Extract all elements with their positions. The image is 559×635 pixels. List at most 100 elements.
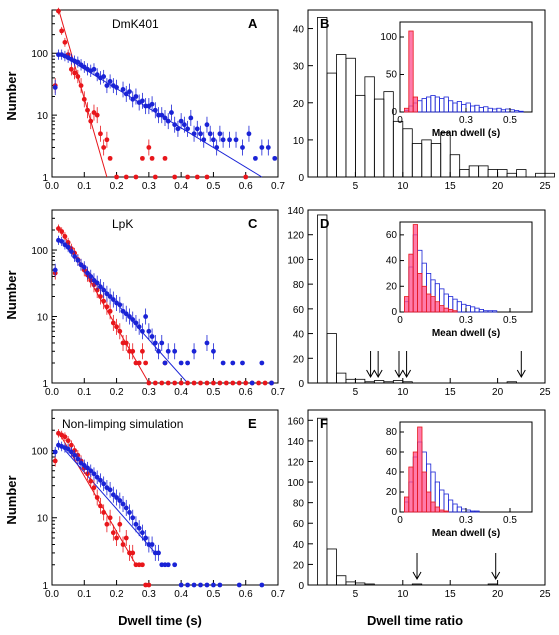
data-point-blue: [136, 324, 142, 330]
ytick-label: 10: [37, 514, 49, 525]
ytick-label: 40: [293, 540, 305, 551]
data-point-red: [107, 308, 113, 314]
xtick-label: 5: [353, 181, 359, 192]
ytick-label: 1: [42, 173, 48, 184]
data-point-blue: [72, 452, 77, 458]
data-point-blue: [130, 317, 136, 322]
xtick-label: 0.4: [174, 181, 188, 192]
histogram-bar: [336, 372, 347, 384]
histogram-bar: [317, 417, 328, 586]
inset-ytick-label: 20: [386, 487, 398, 498]
arrow-head: [516, 369, 526, 379]
data-point-red: [52, 458, 58, 464]
data-point-red: [62, 39, 68, 45]
data-point-blue: [146, 328, 152, 334]
data-point-blue: [62, 242, 68, 248]
inset-xtick-label: 0: [397, 515, 403, 526]
panel-title: LpK: [112, 217, 133, 231]
inset-xlabel: Mean dwell (s): [432, 528, 500, 539]
data-point-blue: [165, 348, 171, 354]
data-point-blue: [120, 308, 126, 314]
data-point-blue: [114, 495, 119, 500]
xtick-label: 0.4: [174, 387, 188, 398]
data-point-blue: [249, 380, 255, 386]
data-point-red: [110, 530, 116, 536]
inset-bar-red: [408, 253, 414, 313]
data-point-blue: [178, 360, 184, 366]
arrow-head: [373, 369, 383, 379]
data-point-blue: [114, 85, 119, 90]
data-point-blue: [185, 582, 191, 588]
data-point-blue: [130, 96, 136, 102]
data-point-blue: [230, 360, 236, 366]
ytick-label: 140: [287, 206, 304, 217]
histogram-bar: [326, 548, 337, 586]
data-point-blue: [140, 98, 145, 104]
ylabel-C: Number: [4, 270, 19, 319]
data-point-blue: [198, 582, 203, 588]
xtick-label: 15: [445, 589, 457, 600]
arrow-head: [394, 369, 404, 379]
data-point-blue: [107, 487, 113, 493]
ytick-label: 120: [287, 231, 304, 242]
data-point-blue: [178, 118, 184, 124]
inset-ytick-label: 0: [391, 307, 397, 318]
inset-bar-red: [417, 273, 423, 313]
data-point-red: [123, 174, 129, 180]
data-point-red: [88, 118, 94, 124]
data-point-blue: [85, 270, 90, 276]
inset-bar-red: [408, 30, 414, 113]
data-point-red: [62, 234, 68, 239]
data-point-blue: [91, 471, 97, 477]
inset-xtick-label: 0.5: [503, 315, 517, 326]
inset-bar-red: [447, 309, 454, 313]
data-point-blue: [91, 277, 97, 283]
panel-letter: A: [248, 16, 258, 31]
axes-frame-C: [51, 209, 279, 384]
inset-bar-red: [412, 224, 419, 313]
data-point-red: [136, 360, 142, 366]
xtick-label: 25: [539, 181, 551, 192]
xtick-label: 0.4: [174, 589, 188, 600]
data-point-blue: [110, 297, 116, 302]
data-point-blue: [143, 314, 149, 319]
xtick-label: 0.1: [77, 589, 91, 600]
ytick-label: 100: [287, 255, 304, 266]
inset-bar-red: [439, 509, 445, 513]
data-point-blue: [165, 562, 171, 568]
data-point-blue: [211, 137, 216, 143]
data-point-blue: [107, 294, 113, 299]
data-point-blue: [152, 340, 158, 346]
data-point-blue: [172, 348, 178, 354]
xtick-label: 15: [445, 181, 457, 192]
data-point-red: [130, 348, 136, 354]
inset-ytick-label: 100: [380, 32, 397, 43]
panel-title: Non-limping simulation: [62, 417, 183, 431]
data-point-red: [143, 360, 149, 366]
inset-bar-red: [421, 471, 427, 513]
ytick-label: 80: [293, 280, 305, 291]
data-point-blue: [175, 126, 181, 132]
data-point-blue: [188, 115, 194, 121]
inset-bar-red: [421, 285, 427, 313]
data-point-red: [230, 380, 236, 386]
xtick-label: 25: [539, 589, 551, 600]
data-point-red: [75, 74, 81, 79]
ytick-label: 30: [293, 62, 305, 73]
ytick-label: 20: [293, 560, 305, 571]
data-point-blue: [259, 360, 265, 366]
data-point-blue: [127, 510, 132, 515]
data-point-red: [146, 380, 152, 386]
inset-bar-red: [417, 426, 423, 513]
inset-bar-red: [430, 501, 436, 513]
data-point-red: [256, 380, 262, 386]
ytick-label: 0: [298, 173, 304, 184]
data-point-blue: [81, 264, 87, 270]
inset-ytick-label: 40: [386, 467, 398, 478]
data-point-blue: [110, 492, 116, 498]
data-point-blue: [220, 137, 226, 143]
ytick-label: 60: [293, 305, 305, 316]
ytick-label: 80: [293, 499, 305, 510]
